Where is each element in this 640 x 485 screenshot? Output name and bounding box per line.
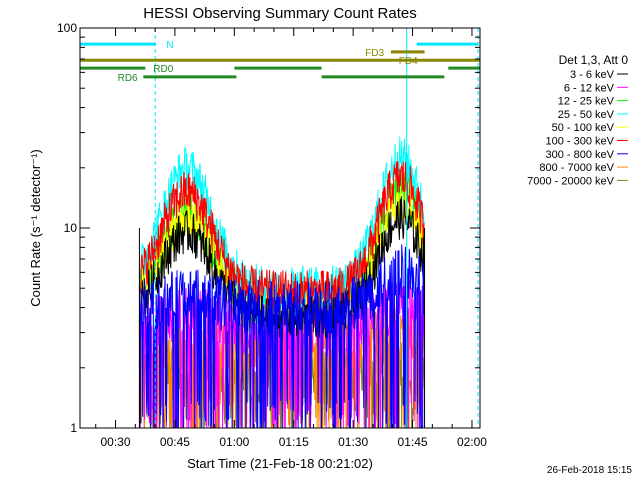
legend-entry-label: 7000 - 20000 keV bbox=[527, 175, 615, 187]
flag-label-fd3: FD3 bbox=[365, 48, 384, 59]
chart-title: HESSI Observing Summary Count Rates bbox=[143, 5, 416, 22]
x-tick-label: 00:30 bbox=[101, 435, 131, 449]
x-tick-label: 02:00 bbox=[457, 435, 487, 449]
flag-label-n: N bbox=[166, 40, 173, 51]
y-tick-label: 10 bbox=[64, 221, 78, 235]
legend-entry-label: 6 - 12 keV bbox=[564, 82, 615, 94]
series-100---300-kev bbox=[138, 161, 425, 314]
footer-timestamp: 26-Feb-2018 15:15 bbox=[546, 465, 632, 476]
series-300---800-kev bbox=[138, 244, 425, 429]
flag-label-rd6: RD6 bbox=[118, 73, 138, 84]
flag-label-rd0: RD0 bbox=[153, 64, 173, 75]
x-tick-label: 01:00 bbox=[219, 435, 249, 449]
legend-title: Det 1,3, Att 0 bbox=[559, 53, 629, 67]
series-3---6-kev bbox=[138, 196, 425, 340]
x-tick-label: 01:30 bbox=[338, 435, 368, 449]
flag-label-fd4: FD4 bbox=[399, 56, 418, 67]
x-tick-label: 01:45 bbox=[398, 435, 428, 449]
legend-entry-label: 100 - 300 keV bbox=[546, 136, 615, 148]
x-axis-label: Start Time (21-Feb-18 00:21:02) bbox=[187, 456, 373, 471]
axis-layer: 1 10 100 00:30 00:45 01:00 01:15 01:30 01:45 02:0… bbox=[57, 21, 487, 449]
legend-entry-label: 300 - 800 keV bbox=[546, 149, 615, 161]
legend-entry-label: 800 - 7000 keV bbox=[539, 162, 614, 174]
series-25---50-kev bbox=[138, 136, 425, 309]
legend-entry-label: 3 - 6 keV bbox=[570, 69, 615, 81]
data-layer bbox=[138, 136, 426, 430]
y-tick-label: 1 bbox=[70, 421, 77, 435]
legend-entry-label: 50 - 100 keV bbox=[552, 122, 615, 134]
x-tick-label: 00:45 bbox=[160, 435, 190, 449]
legend-entry-label: 12 - 25 keV bbox=[558, 96, 615, 108]
flag-layer: N FD3 FD4 RD0 RD6 bbox=[80, 40, 480, 84]
legend-entry-label: 25 - 50 keV bbox=[558, 109, 615, 121]
x-tick-label: 01:15 bbox=[279, 435, 309, 449]
y-tick-label: 100 bbox=[57, 21, 77, 35]
y-axis-label: Count Rate (s⁻¹ detector⁻¹) bbox=[28, 149, 43, 307]
